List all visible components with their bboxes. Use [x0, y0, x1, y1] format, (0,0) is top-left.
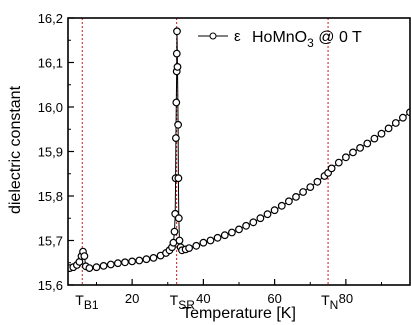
x-axis-ticks: 20 40 60 80	[96, 279, 382, 306]
x-tick-label: 20	[125, 291, 139, 306]
data-point	[173, 27, 181, 36]
transition-labels: TB1 TSR TN	[75, 292, 338, 312]
data-point	[356, 143, 365, 152]
data-point	[377, 129, 386, 138]
data-point	[174, 174, 183, 183]
data-point	[142, 255, 151, 264]
data-point	[121, 258, 129, 267]
data-point	[173, 63, 182, 71]
data-point	[242, 221, 251, 230]
data-point	[285, 197, 293, 206]
y-axis-ticks: 15,6 15,7 15,8 15,9 16,0 16,1 16,2	[38, 11, 74, 293]
data-point	[171, 134, 180, 143]
data-point	[391, 119, 400, 127]
data-point	[263, 210, 272, 219]
data-point	[334, 158, 343, 167]
data-series	[68, 27, 410, 273]
data-point	[149, 253, 158, 262]
y-tick-label: 15,6	[38, 278, 63, 293]
data-point	[327, 164, 336, 173]
data-point	[185, 244, 194, 253]
data-point	[174, 214, 183, 223]
data-point	[135, 256, 144, 265]
data-point	[92, 263, 101, 272]
data-point	[80, 252, 89, 261]
data-point	[206, 236, 215, 245]
x-tick-label: 40	[196, 291, 210, 306]
data-point	[170, 227, 179, 236]
data-point	[277, 201, 286, 210]
data-point	[199, 238, 208, 247]
data-point	[299, 188, 308, 196]
data-point	[175, 236, 184, 245]
data-point	[172, 98, 181, 107]
y-tick-label: 16,2	[38, 11, 63, 26]
legend: ε HoMnO3 @ 0 T	[198, 28, 362, 50]
data-point	[363, 139, 372, 148]
data-point	[227, 228, 236, 237]
data-point	[220, 231, 229, 240]
data-point	[256, 214, 265, 223]
data-point	[174, 120, 183, 129]
y-tick-label: 15,9	[38, 145, 63, 160]
transition-label: TN	[321, 292, 338, 312]
y-tick-label: 16,1	[38, 56, 63, 71]
x-tick-label: 80	[339, 291, 353, 306]
x-axis-label: Temperature [K]	[182, 305, 296, 322]
data-point	[213, 233, 222, 242]
y-tick-label: 15,8	[38, 189, 63, 204]
data-point	[270, 206, 279, 215]
x-tick-label: 60	[267, 291, 281, 306]
data-point	[399, 113, 407, 122]
y-tick-label: 16,0	[38, 100, 63, 115]
data-point	[106, 260, 115, 269]
data-point	[172, 49, 181, 58]
y-tick-label: 15,7	[38, 234, 63, 249]
data-point	[384, 124, 393, 133]
transition-label: TSR	[170, 292, 196, 312]
y-axis-label: dielectric constant	[7, 85, 24, 214]
data-point	[406, 108, 410, 117]
data-point	[249, 218, 258, 227]
legend-symbol: ε	[234, 28, 241, 45]
data-point	[342, 153, 350, 162]
data-point	[99, 262, 108, 270]
data-point	[235, 225, 243, 234]
legend-label: HoMnO3 @ 0 T	[252, 29, 362, 50]
data-point	[113, 259, 122, 268]
data-point	[370, 134, 379, 143]
data-point	[192, 241, 201, 250]
data-point	[306, 183, 315, 192]
data-point	[85, 264, 94, 273]
data-point	[128, 257, 137, 266]
data-point	[292, 192, 300, 201]
transition-label: TB1	[75, 292, 99, 312]
legend-marker	[209, 32, 217, 40]
data-point	[313, 177, 322, 186]
data-point	[349, 148, 357, 157]
